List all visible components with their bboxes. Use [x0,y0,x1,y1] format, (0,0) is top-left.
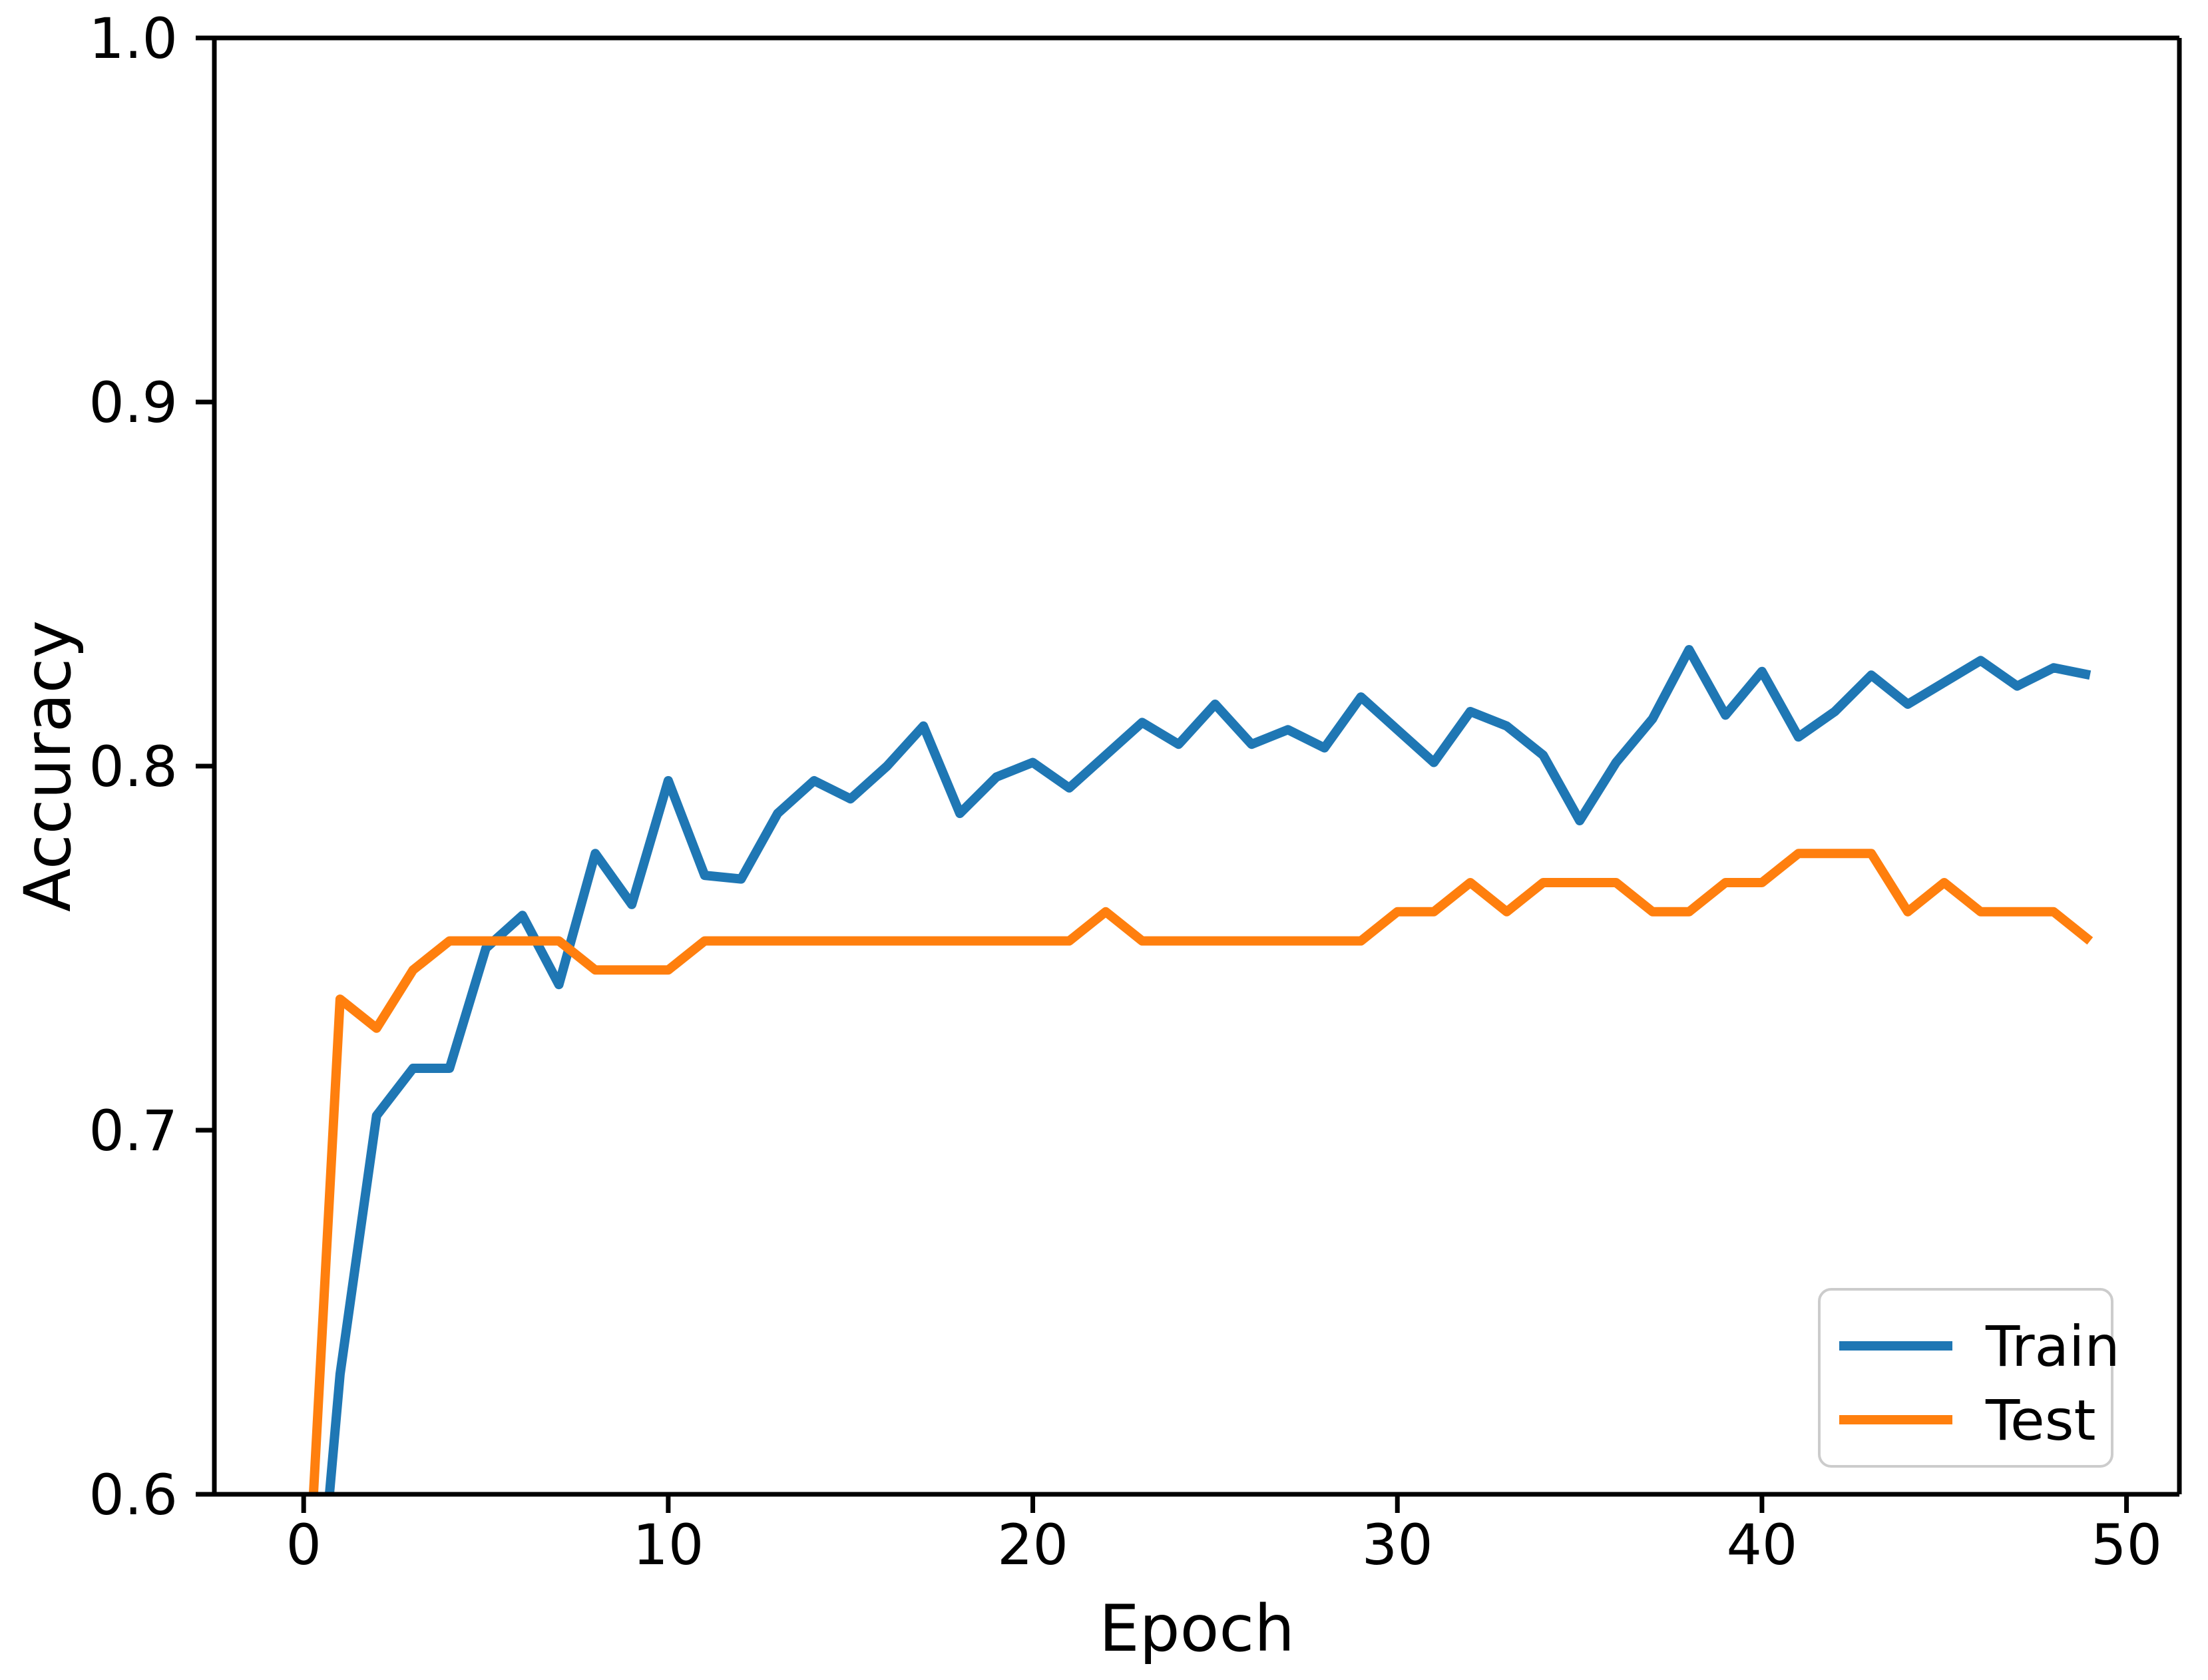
x-axis-label: Epoch [1099,1591,1295,1666]
y-axis-ticks: 0.6 0.7 0.8 0.9 1.0 [89,6,214,1528]
test-legend-label: Test [1985,1388,2096,1453]
y-tick-label: 1.0 [89,6,178,71]
x-tick-label: 10 [632,1512,704,1577]
y-tick-label: 0.8 [89,734,178,799]
x-tick-label: 0 [286,1512,321,1577]
train-legend-label: Train [1985,1314,2120,1379]
y-axis-label: Accuracy [11,620,85,912]
x-tick-label: 50 [2091,1512,2162,1577]
x-tick-label: 20 [997,1512,1068,1577]
y-tick-label: 0.6 [89,1462,178,1528]
y-tick-label: 0.7 [89,1098,178,1163]
legend: Train Test [1818,1288,2120,1468]
test-line [308,849,2094,1494]
plot-area [214,38,2179,1494]
x-tick-label: 40 [1726,1512,1797,1577]
x-axis-ticks: 0 10 20 30 40 50 [286,1494,2162,1577]
y-tick-label: 0.9 [89,370,178,435]
x-tick-label: 30 [1362,1512,1433,1577]
train-line [324,645,2092,1494]
